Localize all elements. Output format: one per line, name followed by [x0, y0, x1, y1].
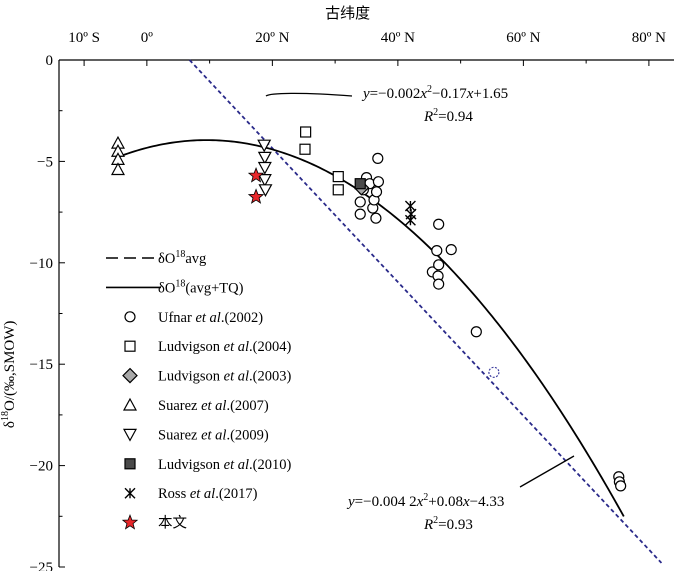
legend-label-suarez2009: Suarez et al.(2009): [158, 427, 269, 443]
annotations: y=−0.002x2−0.17x+1.65 R2=0.94 y=−0.004 2x2…: [265, 84, 575, 533]
point-ufnar: [372, 176, 385, 188]
point-ludvigson2010: [354, 178, 366, 190]
data-points: [110, 126, 627, 492]
point-suarez2009: [257, 139, 272, 153]
y-tick-label: −5: [37, 154, 53, 170]
legend-label-ludvigson2003: Ludvigson et al.(2003): [158, 369, 291, 385]
point-ufnar: [354, 196, 366, 208]
x-tick-label: 40º N: [381, 30, 415, 46]
y-tick-label: −20: [30, 459, 53, 475]
legend-entry-suarez2007: Suarez et al.(2007): [122, 397, 269, 414]
point-ufnar: [615, 480, 627, 492]
legend-label-ufnar: Ufnar et al.(2002): [158, 310, 263, 326]
legend-marker-ludvigson2004: [124, 340, 136, 352]
point-ufnar: [433, 259, 445, 271]
point-ufnar: [372, 152, 384, 164]
legend-label-ross2017: Ross et al.(2017): [158, 486, 258, 502]
point-suarez2009: [257, 151, 272, 165]
y-axis-title: δ18O/(‰,SMOW): [0, 321, 18, 429]
legend-marker-suarez2009: [122, 428, 138, 442]
point-ludvigson2004: [332, 171, 344, 183]
point-ufnar: [354, 208, 366, 220]
axes: 10º S 0º 20º N 40º N 60º N 80º N 古纬度 0 −5 −10 −15 −…: [0, 5, 674, 571]
legend-marker-this_study: [121, 513, 139, 530]
equation-1: y=−0.002x2−0.17x+1.65: [361, 84, 508, 102]
r-squared-1: R2=0.94: [423, 107, 473, 125]
legend-entry-ufnar: Ufnar et al.(2002): [124, 310, 263, 326]
point-suarez2007: [110, 162, 126, 176]
point-ufnar: [370, 212, 382, 224]
y-tick-label: −15: [30, 357, 53, 373]
legend-label-ludvigson2004: Ludvigson et al.(2004): [158, 339, 291, 355]
x-tick-label: 10º S: [68, 30, 100, 46]
point-suarez2009: [258, 184, 273, 198]
legend-marker-ufnar: [124, 311, 136, 323]
point-ufnar: [370, 186, 383, 198]
legend-label-ludvigson2010: Ludvigson et al.(2010): [158, 457, 291, 473]
point-suarez2009: [257, 161, 272, 175]
equation-2: y=−0.004 2x2+0.08x−4.33: [346, 492, 504, 510]
legend-entry-linear_avg: δO18avg: [106, 249, 206, 267]
y-tick-label: −25: [30, 560, 53, 571]
legend-entry-ludvigson2004: Ludvigson et al.(2004): [124, 339, 291, 355]
point-ludvigson2004: [299, 143, 311, 155]
point-this_study: [247, 188, 265, 204]
legend-marker-suarez2007: [122, 397, 138, 411]
y-tick-label: 0: [46, 53, 54, 69]
legend-entry-quadratic: δO18(avg+TQ): [106, 278, 244, 296]
r-squared-2: R2=0.93: [423, 515, 473, 533]
legend-marker-ludvigson2003: [122, 367, 138, 384]
legend-entry-ludvigson2003: Ludvigson et al.(2003): [122, 367, 291, 385]
legend-marker-ross2017: [124, 487, 136, 499]
point-ufnar: [470, 326, 482, 338]
point-ufnar: [433, 278, 445, 290]
y-tick-label: −10: [30, 256, 53, 272]
legend-entry-suarez2009: Suarez et al.(2009): [122, 427, 269, 443]
x-tick-label: 0º: [141, 30, 154, 46]
point-ufnar_dotted: [488, 366, 500, 378]
legend-marker-ludvigson2010: [124, 458, 136, 470]
eq2-leader: [519, 455, 575, 488]
point-ufnar: [431, 245, 443, 257]
x-tick-label: 80º N: [632, 30, 666, 46]
point-ufnar: [445, 244, 457, 256]
legend-label-suarez2007: Suarez et al.(2007): [158, 398, 269, 414]
legend: δO18avg δO18(avg+TQ) Ufnar et al.(2002) Lud…: [106, 249, 291, 532]
x-tick-label: 20º N: [255, 30, 289, 46]
point-ludvigson2004: [332, 184, 344, 196]
x-tick-label: 60º N: [506, 30, 540, 46]
point-ufnar: [433, 218, 445, 230]
legend-entry-ross2017: Ross et al.(2017): [124, 486, 258, 502]
legend-label-linear_avg: δO18avg: [158, 249, 206, 267]
legend-label-this_study: 本文: [158, 515, 187, 532]
legend-entry-this_study: 本文: [121, 513, 187, 532]
legend-label-quadratic: δO18(avg+TQ): [158, 278, 244, 296]
point-this_study: [247, 166, 265, 183]
eq1-leader: [265, 92, 353, 97]
point-ludvigson2004: [300, 126, 312, 138]
legend-entry-ludvigson2010: Ludvigson et al.(2010): [124, 457, 291, 473]
point-suarez2009: [257, 174, 272, 187]
point-ross2017: [404, 214, 416, 226]
x-axis-title: 古纬度: [325, 5, 370, 22]
